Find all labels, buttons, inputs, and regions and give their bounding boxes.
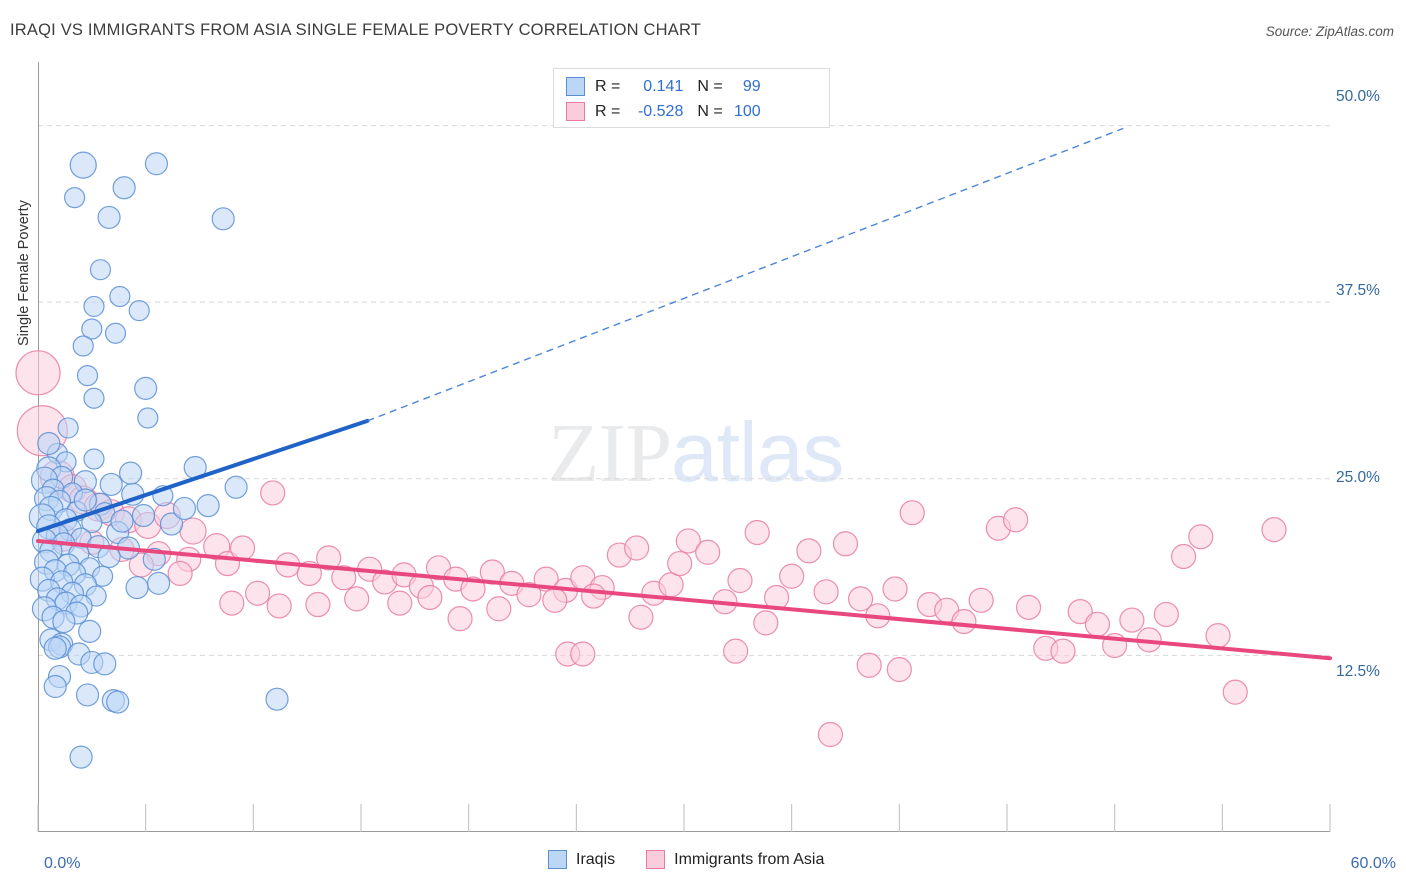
r-value-blue: 0.141 xyxy=(643,77,684,95)
legend-item-asia[interactable]: Immigrants from Asia xyxy=(646,850,824,869)
scatter-canvas xyxy=(15,62,1332,832)
blue-trendline xyxy=(36,127,1124,534)
y-axis-tick-50: 50.0% xyxy=(1336,88,1380,105)
legend-label-asia: Immigrants from Asia xyxy=(674,850,825,868)
x-axis-tick-start: 0.0% xyxy=(44,855,81,872)
y-axis-tick-25: 25.0% xyxy=(1336,469,1380,486)
n-label-blue: N = xyxy=(697,77,723,95)
correlation-legend: R = 0.141 N = 99 R = -0.528 N = 100 xyxy=(553,68,830,128)
x-axis-ticks xyxy=(37,804,1331,832)
series-legend: Iraqis Immigrants from Asia xyxy=(548,850,846,869)
r-label-blue: R = xyxy=(595,77,621,95)
legend-marker-asia-icon xyxy=(646,850,666,869)
n-value-pink: 100 xyxy=(733,102,761,120)
n-label-pink: N = xyxy=(697,102,723,120)
r-label-pink: R = xyxy=(595,102,621,120)
y-axis-tick-375: 37.5% xyxy=(1336,282,1380,299)
plot-area xyxy=(15,62,1332,832)
legend-swatch-blue-icon xyxy=(566,77,585,96)
correlation-row-iraqis: R = 0.141 N = 99 xyxy=(566,74,819,99)
blue-points-group xyxy=(28,151,289,769)
legend-swatch-pink-icon xyxy=(566,102,585,121)
legend-label-iraqis: Iraqis xyxy=(576,850,616,868)
source-attribution: Source: ZipAtlas.com xyxy=(1265,24,1394,39)
y-axis-title: Single Female Poverty xyxy=(16,200,32,346)
x-axis-tick-end: 60.0% xyxy=(1350,855,1396,872)
n-value-blue: 99 xyxy=(742,77,761,95)
legend-marker-iraqis-icon xyxy=(548,850,567,869)
gridlines xyxy=(38,125,1330,656)
pink-trendline xyxy=(36,538,1332,661)
correlation-row-asia: R = -0.528 N = 100 xyxy=(566,99,819,124)
pink-points-group xyxy=(15,350,1287,748)
y-axis-tick-125: 12.5% xyxy=(1336,663,1380,680)
r-value-pink: -0.528 xyxy=(637,102,684,120)
legend-item-iraqis[interactable]: Iraqis xyxy=(548,850,615,869)
axis-lines xyxy=(38,62,1330,832)
page-title: IRAQI VS IMMIGRANTS FROM ASIA SINGLE FEM… xyxy=(10,21,702,39)
